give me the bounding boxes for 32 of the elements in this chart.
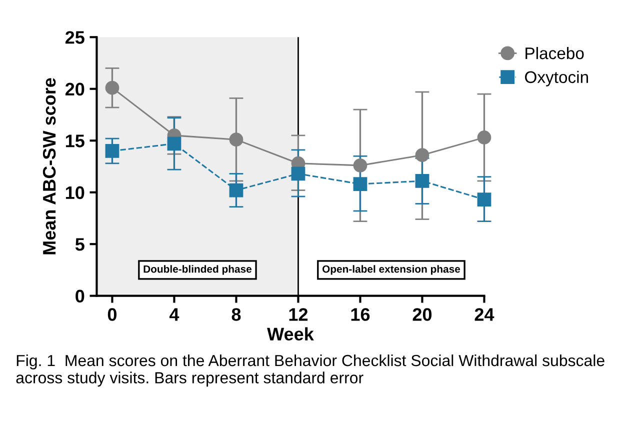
- legend-label: Placebo: [526, 46, 584, 60]
- point: [229, 183, 244, 198]
- y-tick-label: 5: [75, 238, 84, 251]
- point: [415, 174, 430, 188]
- band-label: Double-blinded phase: [144, 265, 252, 275]
- x-tick-label: 0: [108, 308, 116, 321]
- point: [477, 130, 492, 144]
- legend-label: Oxytocin: [525, 70, 588, 86]
- y-tick-label: 20: [65, 82, 84, 96]
- annotation: Open-label extension phase: [322, 265, 460, 275]
- x-tick-label: 12: [289, 308, 308, 321]
- point: [477, 192, 492, 207]
- point: [415, 148, 430, 162]
- point: [105, 80, 120, 95]
- point: [291, 166, 306, 181]
- x-tick-label: 24: [474, 308, 494, 321]
- point: [167, 136, 182, 151]
- y-axis-title: Mean ABC-SW score: [42, 78, 56, 254]
- y-tick-label: 15: [66, 134, 84, 148]
- point: [353, 158, 368, 172]
- y-tick-label: 25: [65, 31, 84, 44]
- x-tick-label: 8: [232, 308, 241, 321]
- y-tick-label: 10: [66, 186, 84, 200]
- x-tick-label: 16: [351, 308, 370, 321]
- point: [105, 144, 120, 158]
- caption: Fig. 1 Mean scores on the Aberrant Behavior Checklist Social Withdrawal subscale across study visits. Bars represent standard error: [16, 354, 604, 387]
- x-axis-title: Week: [267, 327, 314, 340]
- point: [353, 177, 368, 192]
- x-tick-label: 4: [169, 308, 180, 321]
- y-tick-label: 0: [76, 290, 84, 303]
- point: [229, 132, 244, 147]
- x-tick-label: 20: [412, 308, 432, 321]
